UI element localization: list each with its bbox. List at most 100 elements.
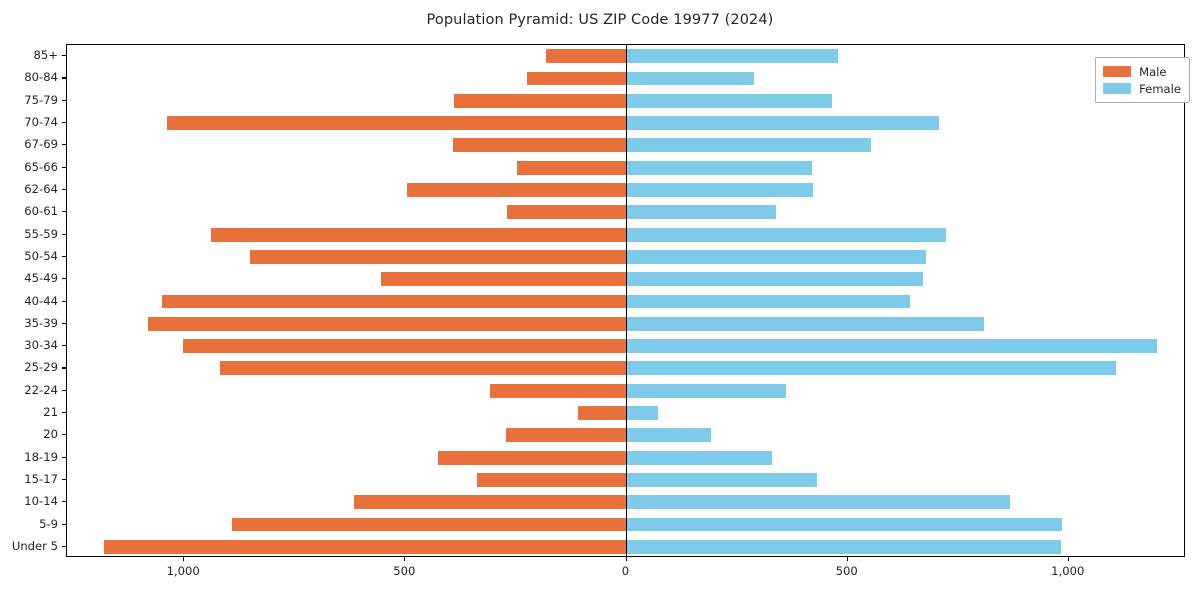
x-axis-tick-mark [404,557,406,561]
x-axis-tick-mark [625,557,627,561]
bar-female[interactable] [626,495,1010,510]
bar-male[interactable] [526,71,627,86]
bar-female[interactable] [626,406,658,420]
legend-label: Male [1139,64,1167,79]
y-axis-tick-mark [62,389,66,391]
y-axis-tick-label: 85+ [33,48,58,63]
y-axis-tick-mark [62,478,66,481]
bar-female[interactable] [626,49,839,64]
y-axis-tick-mark [62,278,66,280]
bar-male[interactable] [162,294,627,309]
bar-female[interactable] [626,205,777,220]
bar-female[interactable] [626,249,927,264]
y-axis-tick-label: 40-44 [24,293,58,308]
bar-row [67,227,1184,242]
x-axis-tick-label: 0 [621,564,630,578]
legend-item[interactable]: Female [1103,80,1181,97]
bar-female[interactable] [626,383,786,398]
y-axis-tick-mark [62,122,66,124]
bar-row [67,249,1184,264]
bar-female[interactable] [626,160,812,175]
bar-row [67,49,1184,64]
x-axis-tick-label: 500 [393,564,416,578]
bar-row [67,406,1184,420]
bar-female[interactable] [626,71,755,86]
bar-male[interactable] [166,116,627,130]
bar-male[interactable] [148,316,627,331]
x-axis-tick-mark [183,557,185,561]
bar-male[interactable] [506,428,627,443]
bar-female[interactable] [626,539,1061,554]
bar-female[interactable] [626,473,817,487]
y-axis-tick-mark [62,434,66,436]
bar-male[interactable] [183,339,627,354]
y-axis-tick-label: 15-17 [24,471,58,486]
bar-row [67,383,1184,398]
y-axis-tick-label: 60-61 [24,204,58,219]
y-axis-tick-label: 80-84 [24,70,58,85]
bar-row [67,316,1184,331]
bar-male[interactable] [452,138,627,153]
y-axis-tick-mark [62,211,66,213]
page-title: Population Pyramid: US ZIP Code 19977 (2… [426,12,774,28]
bar-row [67,495,1184,510]
y-axis-tick-label: 30-34 [24,338,58,353]
legend-label: Female [1139,81,1181,96]
bar-male[interactable] [406,183,627,197]
y-axis-tick-label: 18-19 [24,449,58,464]
bar-male[interactable] [476,473,627,487]
bar-male[interactable] [517,160,627,175]
bar-row [67,272,1184,287]
plot-area [66,44,1185,557]
x-axis-tick-mark [1067,557,1069,561]
bar-female[interactable] [626,272,924,287]
bar-male[interactable] [231,517,627,532]
bar-female[interactable] [626,183,814,197]
bar-female[interactable] [626,138,871,153]
bar-male[interactable] [249,249,627,264]
y-axis-tick-label: 20 [43,427,58,442]
bar-male[interactable] [381,272,627,287]
bar-male[interactable] [490,383,627,398]
bar-row [67,339,1184,354]
bar-row [67,71,1184,86]
bar-male[interactable] [453,93,627,108]
legend: Male Female [1095,57,1190,103]
bar-male[interactable] [220,361,627,376]
bar-female[interactable] [626,93,832,108]
bar-female[interactable] [626,428,711,443]
bar-row [67,183,1184,197]
legend-item[interactable]: Male [1103,63,1181,80]
bar-female[interactable] [626,316,984,331]
y-axis-tick-label: 21 [43,405,58,420]
x-axis-tick-label: 1,000 [166,564,200,578]
bar-male[interactable] [506,205,627,220]
bar-male[interactable] [354,495,627,510]
bar-male[interactable] [546,49,627,64]
y-axis-tick-label: 65-66 [24,159,58,174]
bar-male[interactable] [210,227,627,242]
bar-male[interactable] [437,450,627,465]
bar-male[interactable] [578,406,627,420]
bar-female[interactable] [626,339,1157,354]
bar-female[interactable] [626,361,1117,376]
y-axis-tick-mark [62,345,66,347]
bar-row [67,428,1184,443]
y-axis-tick-label: Under 5 [11,538,58,553]
bar-female[interactable] [626,294,911,309]
y-axis-tick-mark [62,545,66,547]
bar-row [67,116,1184,130]
bar-female[interactable] [626,517,1062,532]
bar-female[interactable] [626,450,772,465]
y-axis-tick-label: 45-49 [24,271,58,286]
y-axis-tick-mark [62,144,66,146]
y-axis-tick-label: 62-64 [24,181,58,196]
y-axis-tick-label: 67-69 [24,137,58,152]
y-axis-tick-label: 70-74 [24,115,58,130]
y-axis-tick-mark [62,233,66,235]
bar-female[interactable] [626,116,939,130]
bar-male[interactable] [103,539,627,554]
bar-female[interactable] [626,227,947,242]
center-axis-line [625,45,628,556]
